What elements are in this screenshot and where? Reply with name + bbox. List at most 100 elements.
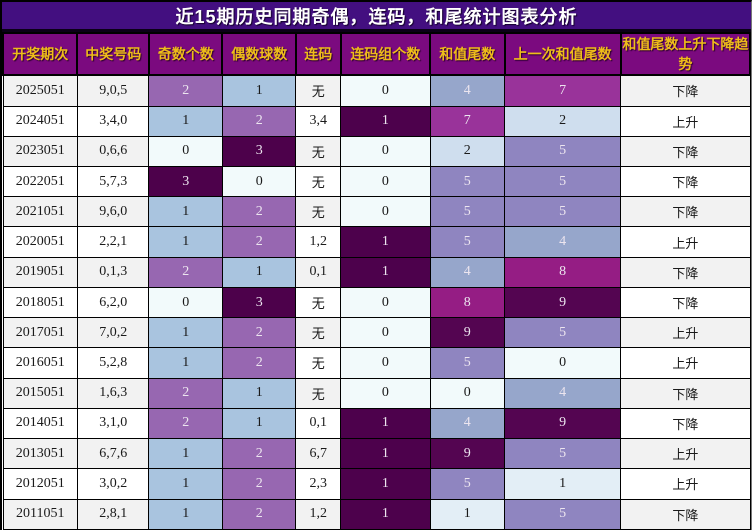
sum-tail-cell: 2: [429, 135, 506, 167]
even-count-cell: 2: [221, 468, 297, 500]
even-count-cell: 1: [221, 377, 297, 409]
numbers-cell: 0,6,6: [76, 135, 150, 167]
trend-cell: 下降: [620, 135, 751, 167]
even-count-cell: 1: [221, 407, 297, 440]
consecutive-cell: 无: [295, 317, 342, 349]
table-row: 2018051 6,2,0 0 3 无 0 8 9 下降: [2, 286, 751, 319]
table-row: 2023051 0,6,6 0 3 无 0 2 5 下降: [2, 135, 751, 167]
table-row: 2017051 7,0,2 1 2 无 0 9 5 上升: [2, 317, 751, 349]
prev-sum-tail-cell: 5: [503, 196, 622, 228]
column-header: 和值尾数上升下降趋势: [619, 32, 752, 76]
prev-sum-tail-cell: 5: [503, 498, 622, 530]
column-header: 偶数球数: [221, 32, 297, 76]
consecutive-group-cell: 0: [340, 165, 431, 198]
trend-cell: 上升: [620, 317, 751, 349]
consecutive-cell: 0,1: [295, 407, 342, 440]
odd-count-cell: 1: [148, 498, 223, 530]
table-row: 2011051 2,8,1 1 2 1,2 1 1 5 下降: [2, 498, 751, 530]
odd-count-cell: 1: [148, 438, 223, 470]
odd-count-cell: 2: [148, 256, 223, 288]
prev-sum-tail-cell: 5: [503, 317, 622, 349]
trend-cell: 下降: [620, 377, 751, 409]
prev-sum-tail-cell: 5: [503, 438, 622, 470]
period-cell: 2020051: [2, 226, 78, 258]
odd-count-cell: 2: [148, 407, 223, 440]
odd-count-cell: 1: [148, 226, 223, 258]
even-count-cell: 2: [221, 226, 297, 258]
numbers-cell: 1,6,3: [76, 377, 150, 409]
consecutive-cell: 无: [295, 165, 342, 198]
column-header: 中奖号码: [76, 32, 150, 76]
prev-sum-tail-cell: 0: [503, 347, 622, 379]
table-row: 2015051 1,6,3 2 1 无 0 0 4 下降: [2, 377, 751, 409]
odd-count-cell: 0: [148, 286, 223, 319]
numbers-cell: 6,7,6: [76, 438, 150, 470]
sum-tail-cell: 8: [429, 286, 506, 319]
sum-tail-cell: 4: [429, 256, 506, 288]
prev-sum-tail-cell: 9: [503, 407, 622, 440]
table-row: 2024051 3,4,0 1 2 3,4 1 7 2 上升: [2, 105, 751, 137]
period-cell: 2017051: [2, 317, 78, 349]
numbers-cell: 7,0,2: [76, 317, 150, 349]
period-cell: 2022051: [2, 165, 78, 198]
sum-tail-cell: 5: [429, 468, 506, 500]
sum-tail-cell: 9: [429, 317, 506, 349]
odd-count-cell: 1: [148, 347, 223, 379]
trend-cell: 上升: [620, 105, 751, 137]
column-header: 上一次和值尾数: [503, 32, 622, 76]
consecutive-cell: 无: [295, 74, 342, 107]
numbers-cell: 6,2,0: [76, 286, 150, 319]
consecutive-group-cell: 0: [340, 377, 431, 409]
sum-tail-cell: 7: [429, 105, 506, 137]
table-row: 2014051 3,1,0 2 1 0,1 1 4 9 下降: [2, 407, 751, 440]
consecutive-group-cell: 0: [340, 317, 431, 349]
period-cell: 2013051: [2, 438, 78, 470]
table-row: 2019051 0,1,3 2 1 0,1 1 4 8 下降: [2, 256, 751, 288]
numbers-cell: 9,0,5: [76, 74, 150, 107]
table-row: 2025051 9,0,5 2 1 无 0 4 7 下降: [2, 74, 751, 107]
numbers-cell: 3,1,0: [76, 407, 150, 440]
odd-count-cell: 2: [148, 377, 223, 409]
even-count-cell: 2: [221, 498, 297, 530]
odd-count-cell: 2: [148, 74, 223, 107]
period-cell: 2023051: [2, 135, 78, 167]
prev-sum-tail-cell: 4: [503, 377, 622, 409]
prev-sum-tail-cell: 1: [503, 468, 622, 500]
numbers-cell: 9,6,0: [76, 196, 150, 228]
numbers-cell: 3,4,0: [76, 105, 150, 137]
period-cell: 2021051: [2, 196, 78, 228]
consecutive-cell: 1,2: [295, 498, 342, 530]
trend-cell: 上升: [620, 438, 751, 470]
table-row: 2012051 3,0,2 1 2 2,3 1 5 1 上升: [2, 468, 751, 500]
consecutive-cell: 2,3: [295, 468, 342, 500]
consecutive-group-cell: 0: [340, 286, 431, 319]
sum-tail-cell: 5: [429, 196, 506, 228]
sum-tail-cell: 5: [429, 347, 506, 379]
even-count-cell: 0: [221, 165, 297, 198]
table-row: 2013051 6,7,6 1 2 6,7 1 9 5 上升: [2, 438, 751, 470]
consecutive-group-cell: 1: [340, 226, 431, 258]
trend-cell: 下降: [620, 286, 751, 319]
even-count-cell: 1: [221, 256, 297, 288]
consecutive-cell: 3,4: [295, 105, 342, 137]
sum-tail-cell: 4: [429, 74, 506, 107]
consecutive-group-cell: 1: [340, 438, 431, 470]
even-count-cell: 1: [221, 74, 297, 107]
column-header: 和值尾数: [429, 32, 506, 76]
period-cell: 2025051: [2, 74, 78, 107]
period-cell: 2016051: [2, 347, 78, 379]
period-cell: 2019051: [2, 256, 78, 288]
numbers-cell: 3,0,2: [76, 468, 150, 500]
column-header: 奇数个数: [147, 32, 224, 76]
consecutive-group-cell: 0: [340, 135, 431, 167]
consecutive-group-cell: 1: [340, 256, 431, 288]
consecutive-group-cell: 0: [340, 74, 431, 107]
consecutive-cell: 无: [295, 347, 342, 379]
trend-cell: 下降: [620, 498, 751, 530]
period-cell: 2024051: [2, 105, 78, 137]
consecutive-cell: 1,2: [295, 226, 342, 258]
sum-tail-cell: 5: [429, 165, 506, 198]
period-cell: 2014051: [2, 407, 78, 440]
prev-sum-tail-cell: 2: [503, 105, 622, 137]
